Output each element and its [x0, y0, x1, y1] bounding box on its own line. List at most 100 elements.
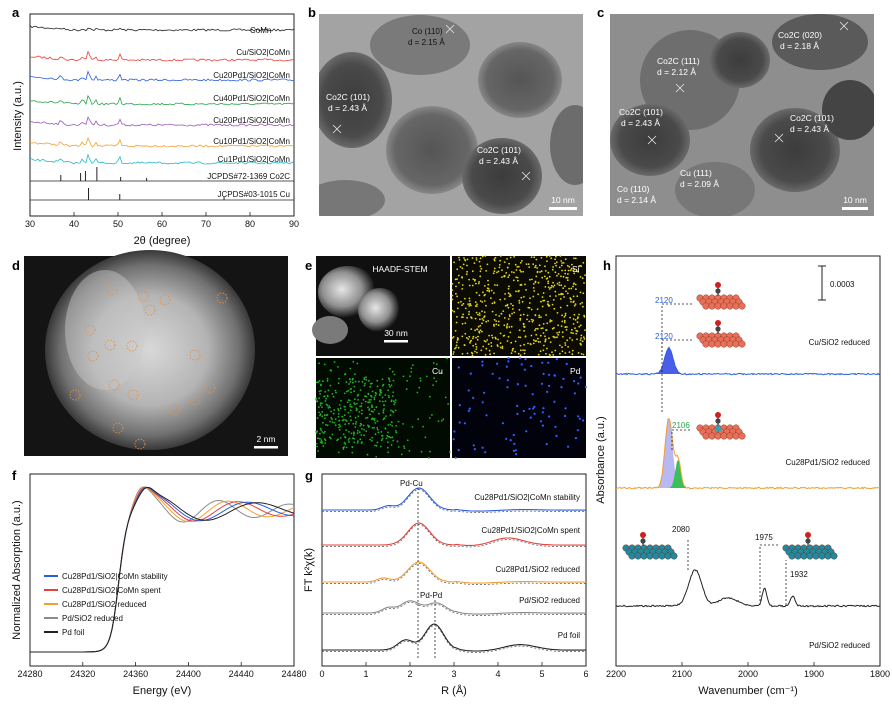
eds-cu-dot-362: [349, 388, 352, 390]
eds-cu-dot-230: [412, 364, 414, 367]
eds-pd-dot-69: [576, 429, 579, 432]
eds-si-dot-494: [571, 328, 573, 331]
eds-pd-dot-47: [545, 443, 548, 446]
eds-si-dot-524: [474, 329, 476, 332]
eds-si-dot-334: [582, 292, 585, 295]
eds-cu-dot-261: [433, 377, 435, 380]
ph-ticklabel-0: 2200: [606, 669, 626, 679]
eds-cu-dot-198: [372, 410, 374, 413]
eds-si-dot-381: [456, 341, 458, 344]
eds-cu-dot-379: [338, 419, 341, 422]
eds-pd-dot-6: [515, 453, 518, 456]
eds-cu-dot-299: [362, 398, 365, 401]
eds-si-dot-533: [528, 302, 531, 304]
eds-cu-dot-293: [356, 442, 359, 444]
eds-pd-tile: [452, 358, 586, 458]
ph-co-pd2-c: [805, 538, 811, 544]
ph-slab-pd1-atom-2-2: [640, 552, 648, 560]
eds-si-dot-202: [573, 268, 576, 271]
eds-si-tile: [452, 256, 586, 356]
eds-cu-dot-225: [363, 384, 366, 387]
eds-si-dot-276: [471, 284, 474, 287]
eds-cu-dot-153: [382, 409, 385, 412]
eds-cu-dot-176: [324, 390, 327, 393]
pg-ticklabel-4: 4: [495, 669, 500, 679]
eds-cu-dot-319: [358, 411, 361, 413]
eds-si-dot-248: [487, 279, 489, 282]
eds-si-dot-602: [483, 311, 486, 313]
ph-slab-cupd2-atom-2-5: [732, 432, 740, 440]
eds-si-dot-412: [464, 307, 467, 310]
eds-si-dot-547: [577, 352, 580, 354]
eds-si-dot-113: [513, 311, 516, 314]
ph-slab-cupd1-atom-2-4: [726, 340, 734, 348]
eds-cu-dot-172: [429, 450, 431, 453]
eds-si-dot-393: [513, 256, 515, 258]
eds-cu-dot-108: [424, 436, 427, 439]
eds-scale-text: 30 nm: [384, 328, 408, 338]
eds-si-dot-108: [504, 304, 507, 307]
haadf-d-atom-markers: [69, 284, 228, 450]
eds-cu-dot-252: [350, 432, 353, 435]
eds-si-dot-588: [547, 286, 550, 289]
eds-pd-dot-83: [472, 444, 475, 447]
eds-si-dot-104: [558, 281, 561, 284]
eds-si-dot-368: [569, 337, 571, 339]
eds-si-dot-577: [457, 338, 460, 340]
eds-si-dot-470: [522, 322, 525, 325]
eds-cu-dot-371: [334, 389, 337, 392]
eds-cu-dot-112: [318, 380, 321, 382]
eds-si-dot-373: [519, 284, 522, 286]
panel-g-traces: [322, 487, 586, 653]
eds-si-dot-8: [518, 309, 521, 311]
haadf-d-marker-5: [104, 339, 116, 351]
eds-si-dot-47: [535, 258, 538, 261]
eds-si-dot-85: [524, 349, 526, 352]
eds-cu-dot-325: [385, 415, 387, 417]
eds-cu-dot-336: [388, 396, 390, 399]
eds-si-dot-141: [561, 262, 563, 264]
eds-cu-dot-5: [339, 437, 342, 439]
eds-si-dot-592: [581, 301, 583, 304]
eds-si-dot-257: [547, 271, 550, 274]
eds-si-dot-604: [472, 335, 475, 338]
eds-si-dot-489: [545, 255, 548, 258]
eds-pd-dot-62: [555, 358, 558, 361]
ph-slab-pd2-atom-2-6: [824, 552, 832, 560]
eds-cu-dot-8: [361, 427, 363, 430]
eds-pd-dot-5: [540, 420, 543, 423]
eds-si-dot-169: [487, 320, 490, 322]
eds-si-dot-162: [503, 334, 506, 337]
eds-title-haadf: HAADF-STEM: [372, 264, 427, 274]
eds-cu-dot-350: [359, 405, 361, 408]
eds-si-dot-66: [519, 314, 522, 316]
eds-cu-dot-187: [348, 431, 350, 433]
eds-si-dot-587: [501, 276, 503, 278]
eds-pd-dot-85: [541, 411, 545, 414]
eds-pd-dot-39: [506, 386, 509, 389]
eds-cu-dot-167: [316, 430, 319, 433]
pa-label-2: Cu20Pd1/SiO2|CoMn: [213, 71, 290, 80]
haadf-d-marker-2: [159, 294, 171, 306]
eds-si-dot-507: [490, 342, 493, 344]
eds-cu-dot-349: [390, 421, 393, 424]
eds-si-dot-189: [549, 355, 552, 357]
eds-haadf-blob-2: [358, 288, 402, 332]
ph-scale-text: 0.0003: [830, 280, 855, 289]
eds-si-dot-321: [481, 318, 484, 320]
eds-cu-dot-403: [395, 431, 398, 434]
eds-si-dot-387: [471, 354, 474, 357]
eds-cu-dot-384: [353, 390, 356, 393]
eds-si-dot-288: [516, 276, 519, 279]
tem-b-label-2a: Co2C (101): [326, 92, 370, 102]
haadf-d-marker-3: [216, 292, 228, 304]
eds-cu-dot-400: [409, 375, 411, 378]
eds-pd-dot-2: [518, 357, 522, 360]
tem-c-label-3a: Co2C (101): [619, 107, 663, 117]
eds-si-dot-411: [502, 310, 505, 312]
tem-b-particle-1: [319, 52, 392, 148]
eds-si-dot-559: [483, 340, 486, 342]
ph-peak-2080: 2080: [672, 525, 690, 534]
eds-si-dot-467: [484, 353, 487, 356]
pa-ticklabel-1: 40: [69, 219, 79, 229]
